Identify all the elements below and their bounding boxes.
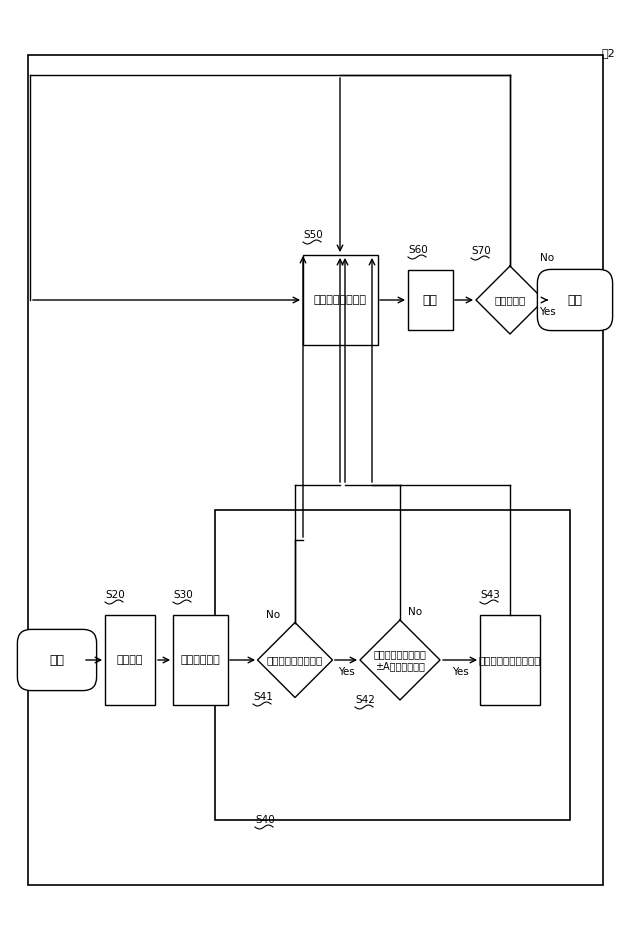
Text: Yes: Yes: [452, 667, 468, 677]
Bar: [215, 510, 570, 820]
Text: 呼吸指標抽出: 呼吸指標抽出: [180, 655, 220, 665]
Text: S20: S20: [105, 590, 125, 600]
Text: 再生: 再生: [422, 294, 438, 306]
Bar: [105, 615, 155, 705]
Text: 呼吸指標が現在時刻
±Aミリ秒以内？: 呼吸指標が現在時刻 ±Aミリ秒以内？: [374, 649, 426, 671]
Text: 開始: 開始: [49, 653, 65, 666]
Text: 呼吸計測: 呼吸計測: [116, 655, 143, 665]
Text: S60: S60: [408, 245, 428, 255]
Text: 再生終了？: 再生終了？: [494, 295, 525, 305]
Text: S70: S70: [471, 246, 491, 256]
Text: トリガーポイント？: トリガーポイント？: [267, 655, 323, 665]
Polygon shape: [476, 266, 544, 334]
Polygon shape: [360, 620, 440, 700]
Text: No: No: [266, 610, 280, 620]
FancyBboxPatch shape: [17, 629, 97, 690]
Text: S40: S40: [255, 815, 275, 825]
Text: S50: S50: [303, 230, 323, 240]
Text: トラック再生制御: トラック再生制御: [314, 295, 367, 305]
FancyBboxPatch shape: [538, 269, 612, 331]
Text: S43: S43: [480, 590, 500, 600]
Bar: [303, 255, 378, 345]
Text: Yes: Yes: [338, 667, 355, 677]
Bar: [28, 55, 603, 885]
Bar: [173, 615, 227, 705]
Text: S42: S42: [355, 695, 375, 705]
Text: S41: S41: [253, 692, 273, 702]
Text: 終了: 終了: [568, 294, 582, 306]
Polygon shape: [257, 623, 333, 698]
Text: Yes: Yes: [539, 307, 556, 317]
Text: 囲2: 囲2: [601, 48, 615, 58]
Text: No: No: [408, 607, 422, 617]
Text: S30: S30: [173, 590, 193, 600]
Bar: [408, 270, 452, 330]
Text: No: No: [540, 253, 554, 263]
Text: トラック制御情報出力: トラック制御情報出力: [479, 655, 541, 665]
Bar: [480, 615, 540, 705]
